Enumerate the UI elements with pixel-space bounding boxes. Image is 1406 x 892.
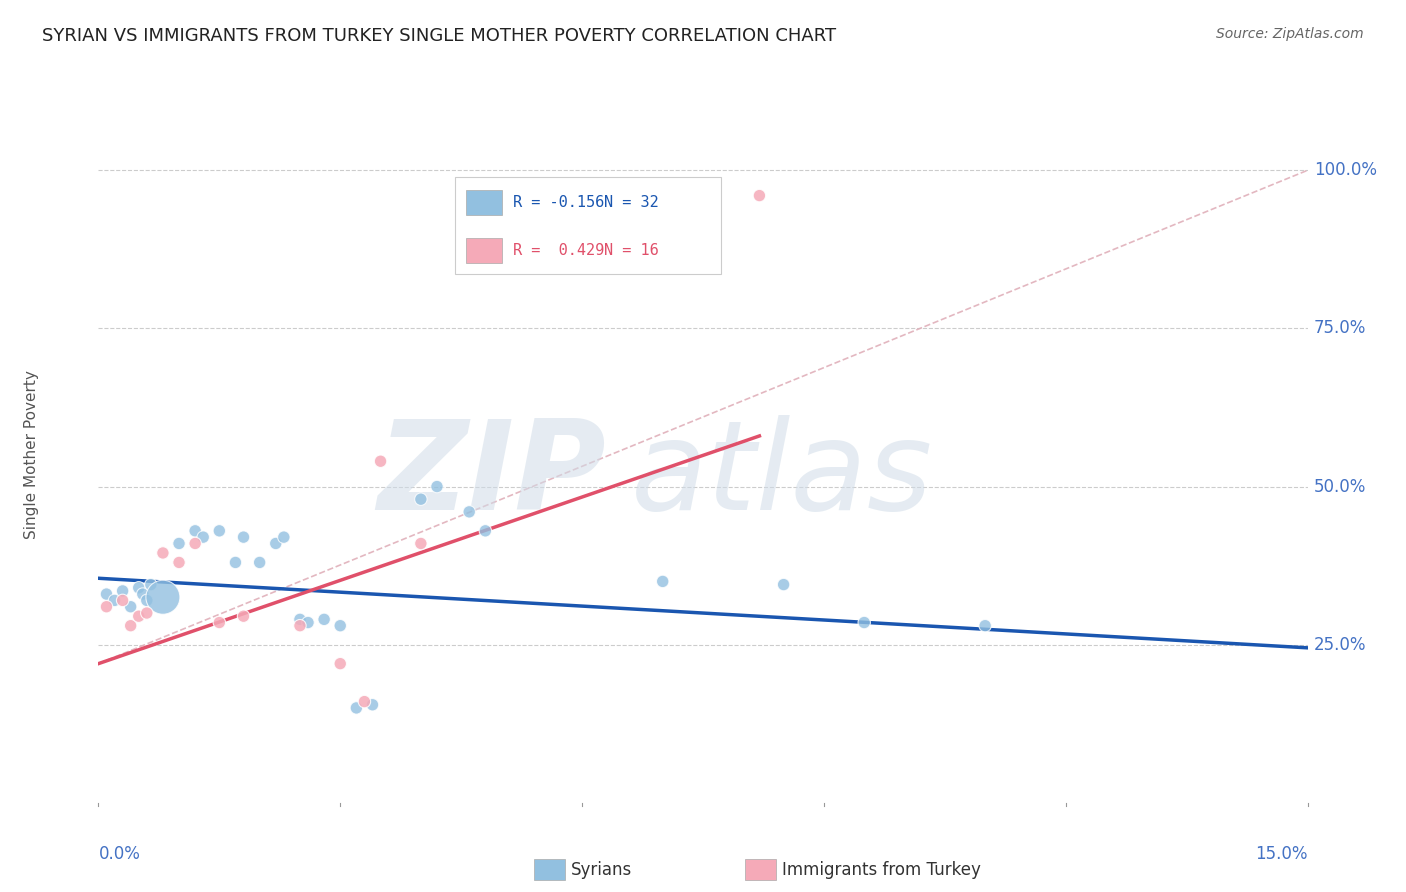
Point — [474, 524, 496, 538]
Point — [772, 577, 794, 591]
Point — [329, 657, 352, 671]
Point — [111, 583, 134, 598]
Point — [120, 599, 142, 614]
Point — [103, 593, 125, 607]
Point — [288, 612, 311, 626]
Text: Single Mother Poverty: Single Mother Poverty — [24, 370, 39, 540]
Text: 0.0%: 0.0% — [98, 845, 141, 863]
Point — [458, 505, 481, 519]
Point — [344, 701, 367, 715]
Point — [111, 593, 134, 607]
Point — [120, 618, 142, 632]
Point — [426, 479, 449, 493]
Point — [128, 581, 150, 595]
Point — [96, 587, 118, 601]
Point — [152, 546, 174, 560]
Point — [132, 587, 155, 601]
Point — [370, 454, 392, 468]
Text: N = 32: N = 32 — [605, 195, 659, 210]
Point — [353, 695, 375, 709]
Text: 50.0%: 50.0% — [1313, 477, 1367, 496]
Text: SYRIAN VS IMMIGRANTS FROM TURKEY SINGLE MOTHER POVERTY CORRELATION CHART: SYRIAN VS IMMIGRANTS FROM TURKEY SINGLE … — [42, 27, 837, 45]
Text: Source: ZipAtlas.com: Source: ZipAtlas.com — [1216, 27, 1364, 41]
Point — [232, 609, 254, 624]
Point — [273, 530, 295, 544]
Point — [288, 618, 311, 632]
Point — [135, 606, 157, 620]
Point — [96, 599, 118, 614]
Point — [361, 698, 384, 712]
Point — [409, 492, 432, 507]
Point — [152, 591, 174, 605]
Text: 75.0%: 75.0% — [1313, 319, 1367, 337]
Point — [748, 188, 770, 202]
Text: N = 16: N = 16 — [605, 244, 659, 259]
Point — [853, 615, 876, 630]
Point — [409, 536, 432, 550]
Point — [167, 556, 190, 570]
Point — [232, 530, 254, 544]
Point — [297, 615, 319, 630]
Point — [128, 609, 150, 624]
Point — [208, 524, 231, 538]
Text: ZIP: ZIP — [378, 416, 606, 536]
Point — [651, 574, 673, 589]
Point — [184, 524, 207, 538]
Point — [135, 593, 157, 607]
Point — [224, 556, 246, 570]
Point — [329, 618, 352, 632]
Point — [208, 615, 231, 630]
Point — [974, 618, 997, 632]
Text: R =  0.429: R = 0.429 — [513, 244, 605, 259]
Text: R = -0.156: R = -0.156 — [513, 195, 605, 210]
Point — [139, 577, 162, 591]
Point — [314, 612, 336, 626]
Text: 25.0%: 25.0% — [1313, 636, 1367, 654]
Point — [193, 530, 215, 544]
Point — [167, 536, 190, 550]
Point — [264, 536, 287, 550]
Text: 15.0%: 15.0% — [1256, 845, 1308, 863]
Point — [184, 536, 207, 550]
Text: Immigrants from Turkey: Immigrants from Turkey — [782, 861, 980, 879]
Text: Syrians: Syrians — [571, 861, 633, 879]
Point — [249, 556, 271, 570]
Text: 100.0%: 100.0% — [1313, 161, 1376, 179]
Text: atlas: atlas — [630, 416, 932, 536]
